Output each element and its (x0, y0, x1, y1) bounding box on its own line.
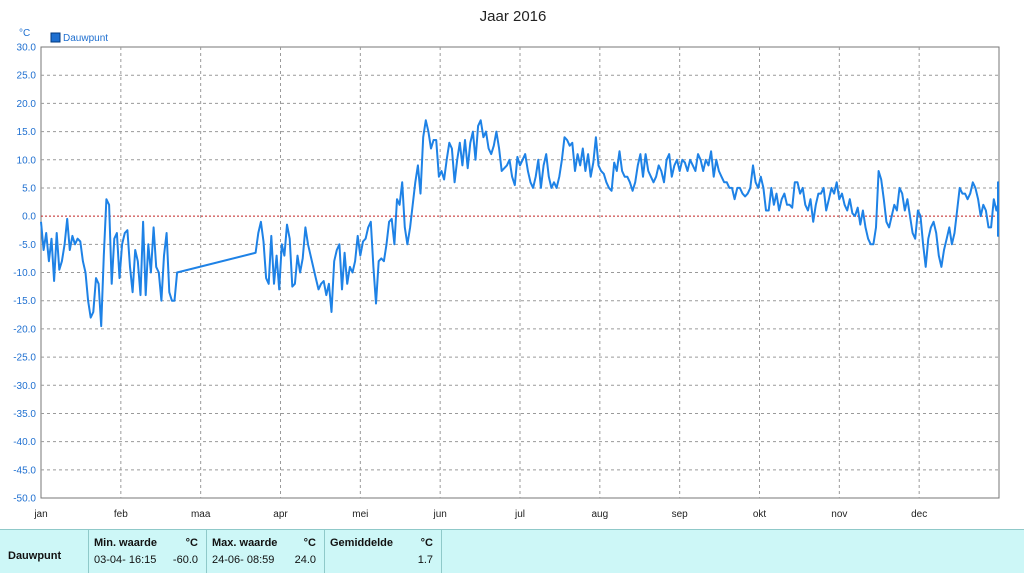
y-tick-label: -40.0 (13, 437, 36, 448)
max-header: Max. waarde (212, 537, 278, 549)
y-tick-label: 20.0 (17, 99, 37, 110)
avg-header: Gemiddelde (330, 537, 393, 549)
stats-label-column: Dauwpunt (0, 530, 89, 573)
dewpoint-chart: Jaar 2016 °C Dauwpunt 30.0 25.0 20.0 15.0 10… (13, 8, 1000, 520)
y-tick-label: 10.0 (17, 155, 37, 166)
y-tick-label: -50.0 (13, 494, 36, 505)
y-axis: 30.0 25.0 20.0 15.0 10.0 5.0 0.0 -5.0 -10.0 -15.0… (13, 43, 36, 505)
y-tick-label: -5.0 (19, 240, 37, 251)
stats-max-column: Max. waarde °C 24-06- 08:59 24.0 (207, 530, 325, 573)
x-tick-label: aug (591, 509, 608, 520)
y-tick-label: -45.0 (13, 465, 36, 476)
y-tick-label: 5.0 (22, 183, 36, 194)
min-datetime: 03-04- 16:15 (94, 554, 157, 566)
statistics-panel: Dauwpunt Min. waarde °C 03-04- 16:15 -60… (0, 529, 1024, 573)
x-axis: jan feb maa apr mei jun jul aug sep okt nov dec (33, 509, 927, 520)
min-value: -60.0 (172, 554, 198, 566)
y-tick-label: 25.0 (17, 71, 37, 82)
min-header: Min. waarde (94, 537, 157, 549)
y-tick-label: -35.0 (13, 409, 36, 420)
max-datetime: 24-06- 08:59 (212, 554, 275, 566)
x-tick-label: sep (672, 509, 689, 520)
x-tick-label: feb (114, 509, 128, 520)
x-tick-label: jul (514, 509, 525, 520)
x-tick-label: apr (273, 509, 288, 520)
y-tick-label: -30.0 (13, 381, 36, 392)
y-tick-label: 30.0 (17, 43, 37, 54)
y-tick-label: -20.0 (13, 324, 36, 335)
legend: Dauwpunt (50, 32, 108, 44)
avg-value: 1.7 (417, 554, 433, 566)
x-tick-label: dec (911, 509, 927, 520)
series-dauwpunt-line (40, 119, 999, 328)
avg-unit: °C (420, 537, 433, 549)
chart-title: Jaar 2016 (480, 8, 547, 25)
legend-swatch (50, 32, 61, 43)
min-unit: °C (185, 537, 198, 549)
max-unit: °C (303, 537, 316, 549)
x-tick-label: okt (753, 509, 767, 520)
y-tick-label: -15.0 (13, 296, 36, 307)
max-value: 24.0 (294, 554, 316, 566)
y-tick-label: 0.0 (22, 212, 36, 223)
y-tick-label: -25.0 (13, 353, 36, 364)
x-tick-label: maa (191, 509, 211, 520)
stats-row-label: Dauwpunt (8, 550, 62, 562)
y-axis-unit: °C (19, 28, 30, 39)
stats-avg-column: Gemiddelde °C 1.7 (325, 530, 442, 573)
y-tick-label: 15.0 (17, 127, 37, 138)
legend-label: Dauwpunt (63, 33, 108, 44)
x-tick-label: mei (352, 509, 368, 520)
x-tick-label: nov (831, 509, 847, 520)
x-tick-label: jan (33, 509, 47, 520)
grid-lines (41, 47, 999, 498)
x-tick-label: jun (432, 509, 446, 520)
y-tick-label: -10.0 (13, 268, 36, 279)
stats-min-column: Min. waarde °C 03-04- 16:15 -60.0 (89, 530, 207, 573)
